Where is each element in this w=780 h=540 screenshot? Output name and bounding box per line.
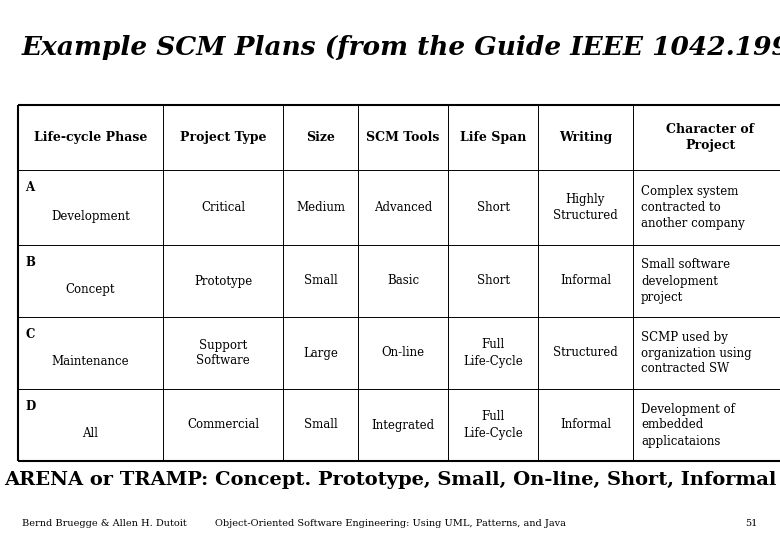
Text: Highly
Structured: Highly Structured	[553, 193, 618, 222]
Text: Concept: Concept	[66, 283, 115, 296]
Text: Medium: Medium	[296, 201, 345, 214]
Text: Example SCM Plans (from the Guide IEEE 1042.1990): Example SCM Plans (from the Guide IEEE 1…	[22, 36, 780, 60]
Text: Structured: Structured	[553, 347, 618, 360]
Text: Project Type: Project Type	[179, 131, 266, 144]
Text: Writing: Writing	[559, 131, 612, 144]
Text: Commercial: Commercial	[187, 418, 259, 431]
Text: Advanced: Advanced	[374, 201, 432, 214]
Text: B: B	[25, 256, 35, 269]
Text: Complex system
contracted to
another company: Complex system contracted to another com…	[641, 185, 745, 230]
Text: Size: Size	[306, 131, 335, 144]
Text: On-line: On-line	[381, 347, 424, 360]
Text: Basic: Basic	[387, 274, 419, 287]
Text: Small: Small	[303, 418, 338, 431]
Text: SCMP used by
organization using
contracted SW: SCMP used by organization using contract…	[641, 330, 752, 375]
Text: Character of
Project: Character of Project	[666, 123, 754, 152]
Text: Full
Life-Cycle: Full Life-Cycle	[463, 339, 523, 368]
Text: C: C	[25, 328, 34, 341]
Text: Short: Short	[477, 274, 509, 287]
Text: Integrated: Integrated	[371, 418, 434, 431]
Text: Maintenance: Maintenance	[51, 355, 129, 368]
Text: Informal: Informal	[560, 274, 611, 287]
Text: Bernd Bruegge & Allen H. Dutoit: Bernd Bruegge & Allen H. Dutoit	[22, 519, 186, 528]
Text: Critical: Critical	[201, 201, 245, 214]
Text: Large: Large	[303, 347, 338, 360]
Text: Support
Software: Support Software	[196, 339, 250, 368]
Text: Short: Short	[477, 201, 509, 214]
Text: Informal: Informal	[560, 418, 611, 431]
Text: 51: 51	[746, 519, 758, 528]
Text: Development of
embedded
applicataions: Development of embedded applicataions	[641, 402, 735, 448]
Text: Small software
development
project: Small software development project	[641, 259, 730, 303]
Text: Life Span: Life Span	[460, 131, 526, 144]
Text: SCM Tools: SCM Tools	[367, 131, 440, 144]
Text: All: All	[83, 427, 98, 440]
Text: Development: Development	[51, 210, 130, 223]
Text: D: D	[25, 400, 35, 413]
Text: ARENA or TRAMP: Concept. Prototype, Small, On-line, Short, Informal: ARENA or TRAMP: Concept. Prototype, Smal…	[4, 471, 776, 489]
Text: A: A	[25, 181, 34, 194]
Text: Prototype: Prototype	[194, 274, 252, 287]
Text: Small: Small	[303, 274, 338, 287]
Text: Life-cycle Phase: Life-cycle Phase	[34, 131, 147, 144]
Text: Object-Oriented Software Engineering: Using UML, Patterns, and Java: Object-Oriented Software Engineering: Us…	[215, 519, 566, 528]
Text: Full
Life-Cycle: Full Life-Cycle	[463, 410, 523, 440]
